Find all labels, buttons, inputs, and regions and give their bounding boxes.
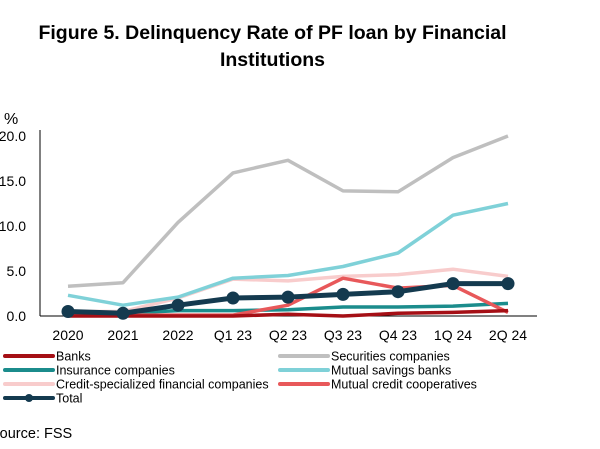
x-tick-label: 1Q 24 <box>434 327 472 343</box>
series-line-mutual-savings-banks <box>67 201 509 307</box>
legend-label: Banks <box>56 350 91 364</box>
data-point <box>171 298 185 312</box>
legend-label: Mutual credit cooperatives <box>331 378 477 392</box>
x-tick-label: 2022 <box>162 327 193 343</box>
data-point <box>391 285 405 299</box>
legend-label: Total <box>56 392 82 406</box>
y-axis-label: % <box>4 111 18 128</box>
legend-marker <box>25 394 33 402</box>
x-tick-label: Q1 23 <box>214 327 252 343</box>
y-tick-label: 20.0 <box>0 128 26 144</box>
legend-label: Insurance companies <box>56 364 175 378</box>
legend-label: Mutual savings banks <box>331 364 451 378</box>
y-tick-label: 5.0 <box>7 263 27 279</box>
y-tick-label: 0.0 <box>7 308 27 324</box>
data-point <box>446 277 460 291</box>
x-tick-label: 2020 <box>52 327 83 343</box>
x-tick-label: 2021 <box>107 327 138 343</box>
x-tick-label: 2Q 24 <box>489 327 527 343</box>
y-tick-label: 10.0 <box>0 218 26 234</box>
data-point <box>116 306 130 320</box>
data-point <box>61 305 75 318</box>
chart-title: Figure 5. Delinquency Rate of PF loan by… <box>38 22 507 71</box>
series-line-credit-specialized-financial-companies <box>68 267 509 314</box>
data-point <box>226 291 240 305</box>
series-line-securities-companies <box>67 134 509 289</box>
x-tick-label: Q2 23 <box>269 327 307 343</box>
y-tick-label: 15.0 <box>0 173 26 189</box>
source-note: Source: FSS <box>0 426 73 442</box>
data-point <box>336 287 350 301</box>
x-tick-label: Q4 23 <box>379 327 417 343</box>
x-tick-label: Q3 23 <box>324 327 362 343</box>
legend-label: Securities companies <box>331 350 450 364</box>
series-line-banks <box>68 308 509 318</box>
legend-label: Credit-specialized financial companies <box>56 378 269 392</box>
data-point <box>281 290 295 304</box>
data-point <box>501 277 515 291</box>
